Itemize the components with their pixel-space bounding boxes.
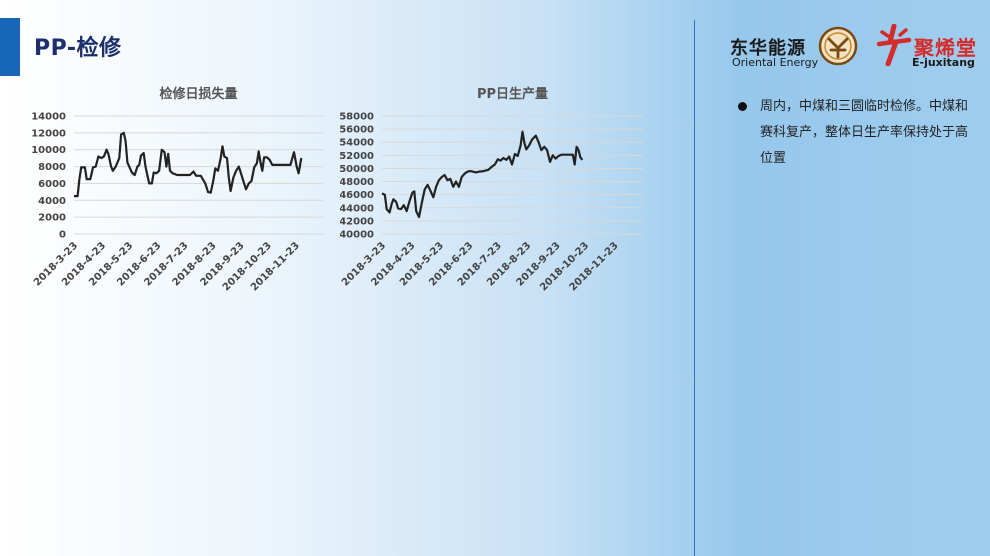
chart-svg: 检修日损失量 0 2000 4000 6000 8000 10000 12000 14000 20… xyxy=(31,86,323,293)
oriental-energy-emblem-icon xyxy=(818,26,858,66)
bullet-dot xyxy=(738,102,747,111)
oriental-energy-name-en: Oriental Energy xyxy=(732,56,819,69)
y-tick-label: 12000 xyxy=(31,128,66,139)
y-tick-label: 50000 xyxy=(340,164,374,175)
ejuxitang-name-en: E-juxitang xyxy=(912,56,975,69)
y-tick-label: 42000 xyxy=(340,216,374,227)
y-tick-label: 46000 xyxy=(340,190,374,201)
logo-area: 东华能源 Oriental Energy 聚烯堂 E-juxitang xyxy=(730,22,980,72)
y-tick-label: 14000 xyxy=(31,112,66,123)
y-tick-label: 40000 xyxy=(340,230,374,241)
y-tick-label: 10000 xyxy=(31,145,66,156)
page-title: PP-检修 xyxy=(34,36,122,61)
chart-svg: PP日生产量 40000 42000 44000 46000 48000 50000 5200… xyxy=(340,86,643,293)
series-line xyxy=(381,130,584,219)
commentary-bullet: 周内，中煤和三圆临时检修。中煤和赛科复产，整体日生产率保持处于高位置 xyxy=(738,94,970,172)
y-tick-label: 58000 xyxy=(340,112,374,123)
ejuxitang-logo-icon xyxy=(876,24,912,66)
y-tick-label: 48000 xyxy=(340,177,374,188)
y-tick-label: 54000 xyxy=(340,138,374,149)
y-tick-label: 6000 xyxy=(38,179,66,190)
y-tick-label: 44000 xyxy=(340,203,374,214)
series-line xyxy=(74,131,303,198)
x-tick-label: 2018-10-23 xyxy=(221,240,274,293)
ejuxitang-name-cn: 聚烯堂 xyxy=(914,36,977,60)
y-tick-label: 52000 xyxy=(340,151,374,162)
title-accent-bar xyxy=(0,18,20,76)
maintenance-loss-chart: 检修日损失量 0 2000 4000 6000 8000 10000 12000 14000 20… xyxy=(20,80,340,295)
oriental-energy-name-cn: 东华能源 xyxy=(730,38,806,59)
y-tick-label: 4000 xyxy=(38,196,66,207)
y-tick-label: 56000 xyxy=(340,125,374,136)
pp-daily-output-chart: PP日生产量 40000 42000 44000 46000 48000 50000 5200… xyxy=(340,80,660,295)
chart-title: PP日生产量 xyxy=(477,86,548,102)
chart-title: 检修日损失量 xyxy=(159,86,237,102)
y-tick-label: 2000 xyxy=(38,213,66,224)
commentary-list: 周内，中煤和三圆临时检修。中煤和赛科复产，整体日生产率保持处于高位置 xyxy=(738,94,970,172)
vertical-divider xyxy=(694,20,695,556)
y-tick-label: 0 xyxy=(59,230,66,241)
y-tick-label: 8000 xyxy=(38,162,66,173)
commentary-text: 周内，中煤和三圆临时检修。中煤和赛科复产，整体日生产率保持处于高位置 xyxy=(760,99,969,166)
